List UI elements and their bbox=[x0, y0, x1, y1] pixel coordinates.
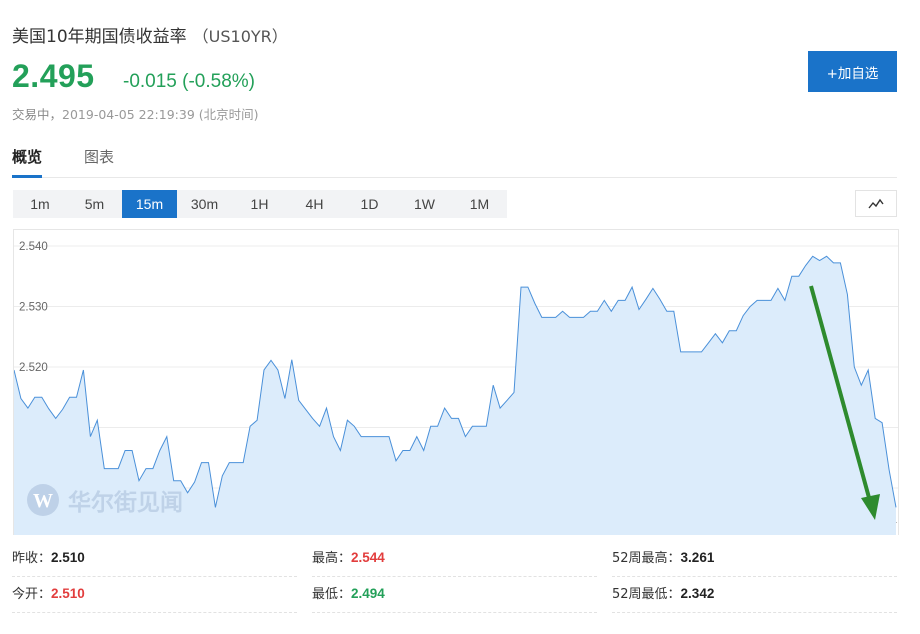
price-chart[interactable]: 2.5402.5302.5202.5102.50013:0017:1521:30… bbox=[13, 229, 899, 535]
price-chart-svg: 2.5402.5302.5202.5102.50013:0017:1521:30… bbox=[14, 241, 898, 535]
line-chart-icon bbox=[868, 198, 884, 208]
period-4h[interactable]: 4H bbox=[305, 196, 324, 212]
tab-overview[interactable]: 概览 bbox=[12, 146, 43, 178]
svg-text:W: W bbox=[33, 490, 53, 512]
instrument-title: 美国10年期国债收益率 （US10YR） bbox=[12, 22, 288, 47]
y-tick-label: 2.540 bbox=[19, 241, 48, 253]
chart-type-button[interactable] bbox=[855, 190, 897, 217]
y-tick-label: 2.530 bbox=[19, 302, 48, 314]
trend-arrow-head bbox=[861, 494, 880, 520]
tab-bar: 概览 图表 bbox=[12, 140, 897, 178]
trend-arrow-shaft bbox=[809, 285, 873, 506]
y-tick-label: 2.520 bbox=[19, 362, 48, 374]
period-30m[interactable]: 30m bbox=[190, 196, 219, 212]
period-1m[interactable]: 1m bbox=[30, 196, 50, 212]
period-5m[interactable]: 5m bbox=[84, 196, 105, 212]
stat-open: 今开：2.510 bbox=[12, 576, 297, 613]
stat-prev-close: 昨收：2.510 bbox=[12, 540, 297, 577]
stat-52w-high: 52周最高：3.261 bbox=[612, 540, 897, 577]
trading-status: 交易中，2019-04-05 22:19:39 (北京时间) bbox=[12, 104, 259, 123]
stat-low: 最低：2.494 bbox=[312, 576, 597, 613]
instrument-code: （US10YR） bbox=[192, 27, 288, 46]
stat-high: 最高：2.544 bbox=[312, 540, 597, 577]
price-line bbox=[14, 255, 897, 508]
status-text: 交易中， bbox=[12, 107, 63, 122]
period-1h[interactable]: 1H bbox=[250, 196, 269, 212]
add-to-watchlist-button[interactable]: +加自选 bbox=[808, 51, 897, 92]
period-1d[interactable]: 1D bbox=[360, 196, 379, 212]
stat-52w-low: 52周最低：2.342 bbox=[612, 576, 897, 613]
period-15m[interactable]: 15m bbox=[122, 190, 177, 218]
price-area bbox=[14, 256, 896, 535]
quote-datetime: 2019-04-05 22:19:39 (北京时间) bbox=[62, 107, 259, 122]
period-selector: 1m 5m 15m 30m 1H 4H 1D 1W 1M bbox=[13, 190, 507, 218]
period-1w[interactable]: 1W bbox=[414, 196, 435, 212]
price-change: -0.015 (-0.58%) bbox=[123, 71, 256, 92]
current-price: 2.495 bbox=[12, 58, 95, 94]
watermark: W 华尔街见闻 bbox=[27, 484, 183, 516]
instrument-name: 美国10年期国债收益率 bbox=[12, 27, 187, 47]
tab-chart[interactable]: 图表 bbox=[84, 148, 115, 166]
watermark-logo bbox=[27, 484, 59, 516]
period-1mo[interactable]: 1M bbox=[469, 196, 490, 212]
trend-arrow bbox=[809, 285, 880, 520]
watermark-text: 华尔街见闻 bbox=[68, 489, 183, 516]
